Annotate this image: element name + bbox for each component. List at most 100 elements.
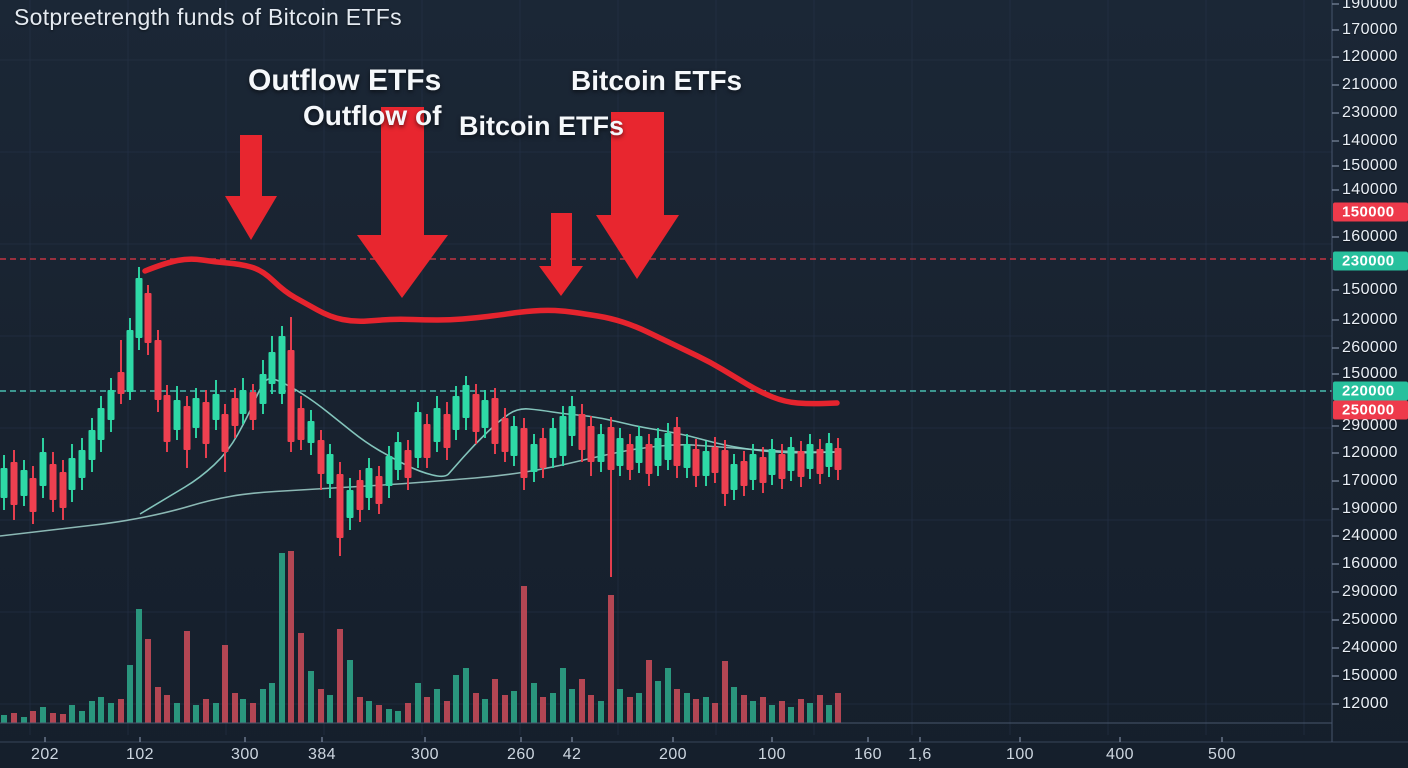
y-axis-label: 190000 xyxy=(1342,0,1398,12)
volume-bar xyxy=(608,595,614,723)
ma-line-red xyxy=(142,256,840,407)
volume-bar xyxy=(203,699,209,723)
candlestick xyxy=(117,372,125,394)
candlestick xyxy=(173,400,181,430)
candlestick xyxy=(192,398,200,428)
candlestick xyxy=(375,476,383,504)
volume-bar xyxy=(260,689,266,723)
volume-bar xyxy=(511,691,517,723)
candlestick xyxy=(559,416,567,456)
volume-bar xyxy=(712,703,718,723)
candlestick xyxy=(39,452,47,486)
volume-bar xyxy=(569,689,575,723)
candlestick xyxy=(626,444,634,470)
volume-bar xyxy=(164,695,170,723)
candlestick xyxy=(443,414,451,448)
volume-bar xyxy=(424,697,430,723)
candlestick xyxy=(778,454,786,479)
x-axis-label: 100 xyxy=(758,746,786,763)
volume-bar xyxy=(502,695,508,723)
candlestick xyxy=(549,428,557,458)
volume-bar xyxy=(492,679,498,723)
volume-bar xyxy=(463,668,469,723)
volume-bar xyxy=(298,633,304,723)
candlestick xyxy=(336,474,344,538)
candlestick xyxy=(278,336,286,394)
volume-bar xyxy=(405,703,411,723)
volume-bar xyxy=(366,701,372,723)
volume-bar xyxy=(30,711,36,723)
candlestick xyxy=(163,395,171,442)
volume-bar xyxy=(213,703,219,723)
volume-bar xyxy=(655,681,661,723)
volume-bar xyxy=(1,715,7,723)
candlestick xyxy=(126,330,134,392)
y-axis-label: 150000 xyxy=(1342,281,1398,298)
volume-bar xyxy=(693,699,699,723)
candlestick xyxy=(462,385,470,418)
x-axis-label: 102 xyxy=(126,746,154,763)
candlestick xyxy=(10,462,18,505)
x-axis-label: 100 xyxy=(1006,746,1034,763)
candlestick xyxy=(249,392,257,420)
candlestick xyxy=(144,293,152,343)
volume-bar xyxy=(50,713,56,723)
volume-bar xyxy=(118,699,124,723)
down-arrow xyxy=(225,135,277,240)
candlestick xyxy=(491,398,499,444)
candlestick xyxy=(29,478,37,512)
candlestick xyxy=(587,426,595,462)
candlestick xyxy=(68,458,76,490)
volume-bar xyxy=(453,675,459,723)
candlestick xyxy=(423,424,431,458)
annotation-outflow-etfs: Outflow ETFs xyxy=(248,64,442,97)
y-axis-label: 260000 xyxy=(1342,339,1398,356)
down-arrow xyxy=(357,107,448,298)
candlestick xyxy=(259,374,267,404)
y-axis-label: 160000 xyxy=(1342,228,1398,245)
down-arrow xyxy=(596,112,679,279)
candlestick xyxy=(749,454,757,480)
candlestick xyxy=(452,396,460,430)
y-axis-label: 290000 xyxy=(1342,583,1398,600)
volume-bar xyxy=(127,665,133,723)
down-arrow xyxy=(539,213,583,296)
volume-bar xyxy=(174,703,180,723)
volume-bar xyxy=(826,705,832,723)
candlestick xyxy=(307,421,315,443)
annotation-bitcoin-etfs-center: Bitcoin ETFs xyxy=(459,111,625,141)
y-axis-label: 150000 xyxy=(1342,365,1398,382)
candlestick xyxy=(797,451,805,477)
volume-bar xyxy=(444,701,450,723)
price-tag-red: 150000 xyxy=(1333,202,1408,222)
candlestick xyxy=(414,412,422,458)
volume-bar xyxy=(395,711,401,723)
volume-bar xyxy=(222,645,228,723)
candlestick xyxy=(664,433,672,460)
volume-bar xyxy=(69,705,75,723)
volume-bar xyxy=(798,699,804,723)
y-axis-label: 140000 xyxy=(1342,132,1398,149)
candlestick xyxy=(154,340,162,400)
y-axis-label: 12000 xyxy=(1342,695,1389,712)
y-axis-label: 190000 xyxy=(1342,500,1398,517)
volume-bar xyxy=(327,695,333,723)
candlestick xyxy=(806,444,814,469)
volume-bar xyxy=(482,699,488,723)
price-tag-green: 230000 xyxy=(1333,251,1408,271)
candlestick xyxy=(97,408,105,440)
volume-bar xyxy=(347,660,353,723)
y-axis-label: 240000 xyxy=(1342,527,1398,544)
candlestick xyxy=(78,450,86,478)
candlestick xyxy=(539,438,547,468)
volume-bar xyxy=(779,701,785,723)
x-axis-label: 202 xyxy=(31,746,59,763)
x-axis-label: 160 xyxy=(854,746,882,763)
volume-bar xyxy=(308,671,314,723)
candlestick xyxy=(231,398,239,426)
candlestick xyxy=(730,464,738,490)
candlestick xyxy=(268,352,276,384)
volume-bar xyxy=(376,705,382,723)
chart-title: Sotpreetrength funds of Bitcoin ETFs xyxy=(14,4,402,30)
